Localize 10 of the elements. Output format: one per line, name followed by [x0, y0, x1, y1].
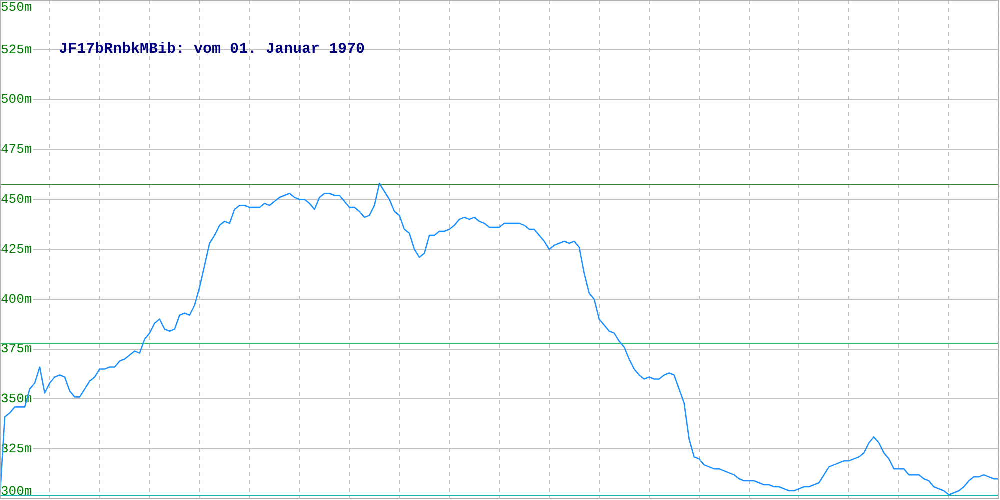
y-tick-label: 425m — [1, 242, 32, 257]
text: JF17bRnbkMBib: vom 01. Januar 1970 — [59, 40, 366, 58]
y-tick-label: 375m — [1, 342, 32, 357]
y-tick-label: 450m — [1, 192, 32, 208]
y-tick-label: 475m — [1, 142, 32, 158]
y-tick-label: 500m — [1, 92, 32, 108]
y-tick-label: 300m — [1, 484, 32, 499]
y-tick-label: 550m — [1, 0, 32, 15]
y-tick-label: 525m — [1, 42, 32, 58]
y-tick-label: 400m — [1, 292, 32, 307]
